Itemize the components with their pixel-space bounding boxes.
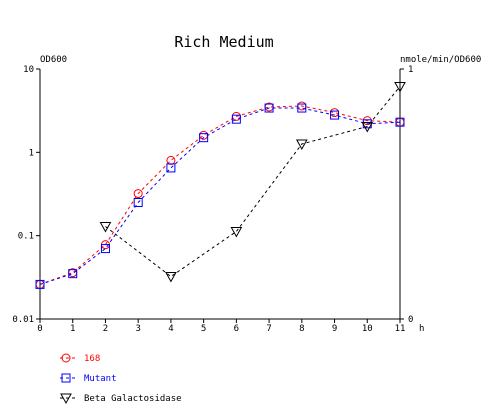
x-ticks: 0 1 2 3 4 5 6 7 8 9 10 11 xyxy=(37,319,405,334)
series-circle xyxy=(35,101,405,289)
x-tick-label: 4 xyxy=(168,324,173,334)
legend-marker xyxy=(60,393,72,405)
left-y-tick-label: 0.1 xyxy=(18,232,34,242)
data-point xyxy=(165,272,177,283)
data-point xyxy=(361,122,374,133)
x-tick-label: 10 xyxy=(362,324,373,334)
right-y-tick-label: 1 xyxy=(408,65,413,75)
legend-label: Beta Galactosidase xyxy=(84,394,182,404)
data-point xyxy=(133,189,143,199)
x-tick-label: 11 xyxy=(395,324,406,334)
right-y-ticks: 10 xyxy=(400,65,413,325)
data-point xyxy=(394,82,406,93)
data-point xyxy=(99,222,112,233)
series-triangle-down xyxy=(99,82,406,283)
x-tick-label: 8 xyxy=(299,324,304,334)
data-point xyxy=(68,269,78,279)
data-point xyxy=(100,244,110,254)
data-point xyxy=(166,163,176,173)
series-line xyxy=(105,86,401,278)
data-point xyxy=(395,117,405,127)
series-square xyxy=(35,103,405,289)
series-layer xyxy=(35,82,406,289)
x-tick-label: 5 xyxy=(201,324,206,334)
data-point xyxy=(199,133,209,143)
data-point xyxy=(35,279,45,289)
data-point xyxy=(230,227,243,238)
x-tick-label: 7 xyxy=(266,324,271,334)
left-y-tick-label: 10 xyxy=(23,65,34,75)
data-point xyxy=(264,103,274,113)
data-point xyxy=(295,139,308,151)
x-tick-label: 9 xyxy=(332,324,337,334)
legend-marker xyxy=(61,353,71,363)
x-tick-label: 3 xyxy=(135,324,140,334)
left-y-tick-label: 1 xyxy=(29,148,34,158)
x-tick-label: 2 xyxy=(103,324,108,334)
left-y-tick-label: 0.01 xyxy=(12,315,34,325)
data-point xyxy=(133,198,143,208)
legend-label: Mutant xyxy=(84,374,117,384)
left-y-ticks: 10 1 0.1 0.01 xyxy=(12,65,40,325)
legend: 168 Mutant Beta Galactosidase xyxy=(60,353,182,405)
right-axis-label: nmole/min/OD600 xyxy=(400,55,481,65)
x-axis-label: h xyxy=(419,324,424,334)
data-point xyxy=(297,103,307,113)
data-point xyxy=(231,114,241,124)
legend-label: 168 xyxy=(84,354,100,364)
x-tick-label: 0 xyxy=(37,324,42,334)
right-y-tick-label: 0 xyxy=(408,315,413,325)
data-point xyxy=(330,110,340,120)
series-line xyxy=(39,107,401,285)
x-tick-label: 1 xyxy=(70,324,75,334)
x-tick-label: 6 xyxy=(234,324,239,334)
chart-title: Rich Medium xyxy=(174,33,273,51)
data-point xyxy=(166,155,176,165)
legend-marker xyxy=(61,373,71,383)
left-axis-label: OD600 xyxy=(40,55,67,65)
